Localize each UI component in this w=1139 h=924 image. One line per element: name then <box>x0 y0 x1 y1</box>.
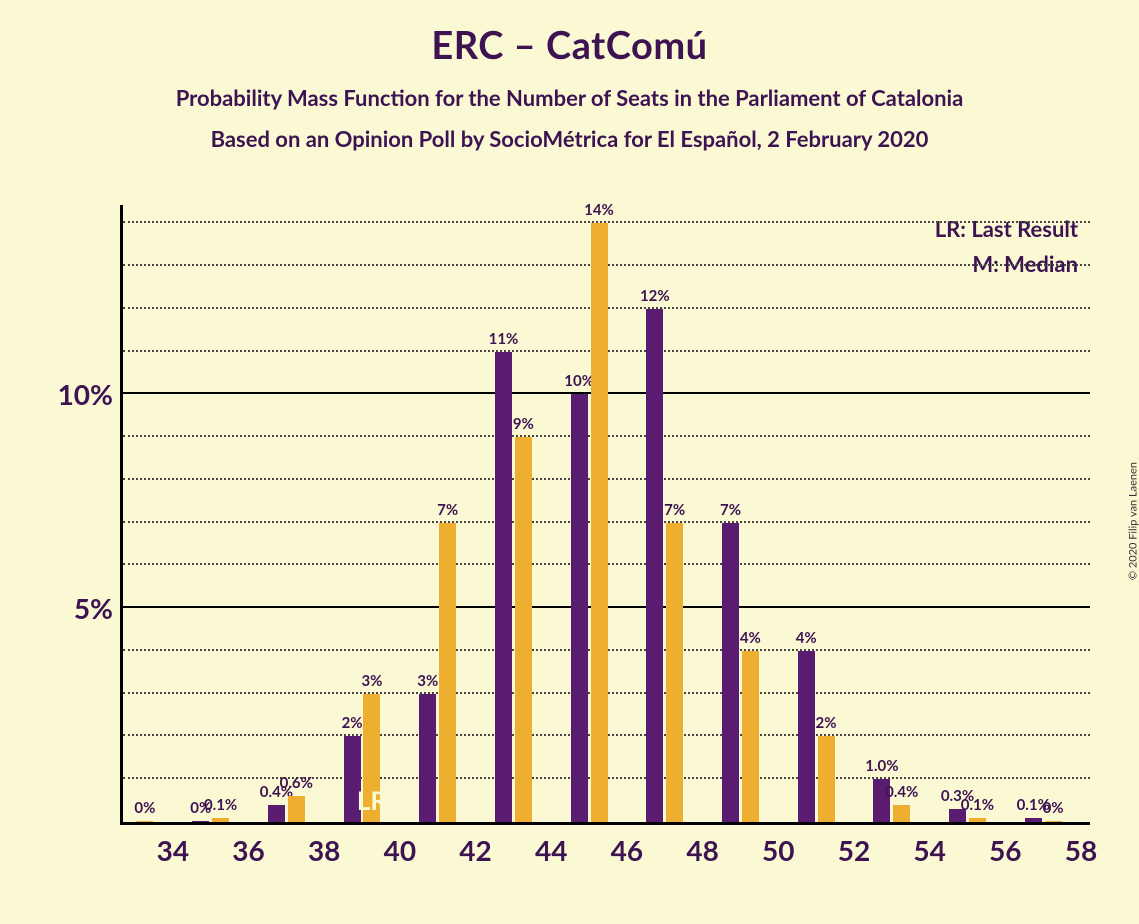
bar-value-label: 0.1% <box>204 796 237 814</box>
bar-value-label: 3% <box>361 672 382 690</box>
bar-value-label: 9% <box>513 415 534 433</box>
bar-series-b <box>798 651 815 822</box>
x-tick-label: 46 <box>611 833 643 867</box>
x-tick-label: 44 <box>535 833 567 867</box>
bar-value-label: 0.4% <box>885 783 918 801</box>
bar-value-label: 7% <box>437 501 458 519</box>
plot-region: LR: Last Result M: Median 5%10%0%0%0.1%0… <box>120 205 1090 825</box>
bar-series-b <box>646 309 663 822</box>
bar-series-b <box>722 523 739 822</box>
bar-value-label: 11% <box>489 330 519 348</box>
bar-series-a <box>288 796 305 822</box>
x-tick-label: 58 <box>1065 833 1097 867</box>
bar-value-label: 4% <box>740 629 761 647</box>
copyright-text: © 2020 Filip van Laenen <box>1127 462 1139 580</box>
bar-value-label: 0.6% <box>280 774 313 792</box>
x-tick-label: 54 <box>913 833 945 867</box>
bar-series-a <box>591 223 608 822</box>
y-tick-label: 10% <box>13 377 113 411</box>
bar-series-b <box>495 352 512 822</box>
x-tick-label: 38 <box>308 833 340 867</box>
bar-value-label: 2% <box>816 714 837 732</box>
x-tick-label: 36 <box>232 833 264 867</box>
bar-series-a <box>136 821 153 822</box>
bar-value-label: 0.1% <box>961 796 994 814</box>
bar-annotation-lr: LR <box>357 784 387 816</box>
bar-series-a <box>515 437 532 822</box>
bar-value-label: 7% <box>664 501 685 519</box>
bar-series-b <box>571 394 588 822</box>
x-tick-label: 42 <box>459 833 491 867</box>
bar-series-a <box>818 736 835 822</box>
chart-subtitle-1: Probability Mass Function for the Number… <box>0 84 1139 111</box>
bar-series-a <box>439 523 456 822</box>
bar-value-label: 2% <box>342 714 363 732</box>
bar-value-label: 1.0% <box>865 757 898 775</box>
bar-series-a <box>893 805 910 822</box>
x-tick-label: 34 <box>157 833 189 867</box>
legend-lr: LR: Last Result <box>935 211 1078 246</box>
bar-value-label: 4% <box>796 629 817 647</box>
x-tick-label: 56 <box>989 833 1021 867</box>
bar-series-a <box>1045 821 1062 822</box>
bar-value-label: 0% <box>1043 799 1064 817</box>
x-tick-label: 52 <box>838 833 870 867</box>
chart-area: LR: Last Result M: Median 5%10%0%0%0.1%0… <box>60 205 1105 885</box>
bar-series-b <box>192 821 209 822</box>
bar-series-a <box>666 523 683 822</box>
bar-series-b <box>1025 818 1042 822</box>
bar-value-label: 3% <box>417 672 438 690</box>
bar-series-b <box>268 805 285 822</box>
bar-value-label: 14% <box>584 201 614 219</box>
chart-title: ERC – CatComú <box>0 0 1139 68</box>
bar-series-a <box>742 651 759 822</box>
bar-series-a <box>212 818 229 822</box>
bar-value-label: 7% <box>720 501 741 519</box>
x-tick-label: 50 <box>762 833 794 867</box>
x-tick-label: 48 <box>686 833 718 867</box>
y-tick-label: 5% <box>13 591 113 625</box>
bar-value-label: 0% <box>134 799 155 817</box>
bar-series-b <box>419 694 436 822</box>
bar-series-a <box>969 818 986 822</box>
chart-subtitle-2: Based on an Opinion Poll by SocioMétrica… <box>0 125 1139 152</box>
x-tick-label: 40 <box>384 833 416 867</box>
bar-value-label: 12% <box>640 287 670 305</box>
